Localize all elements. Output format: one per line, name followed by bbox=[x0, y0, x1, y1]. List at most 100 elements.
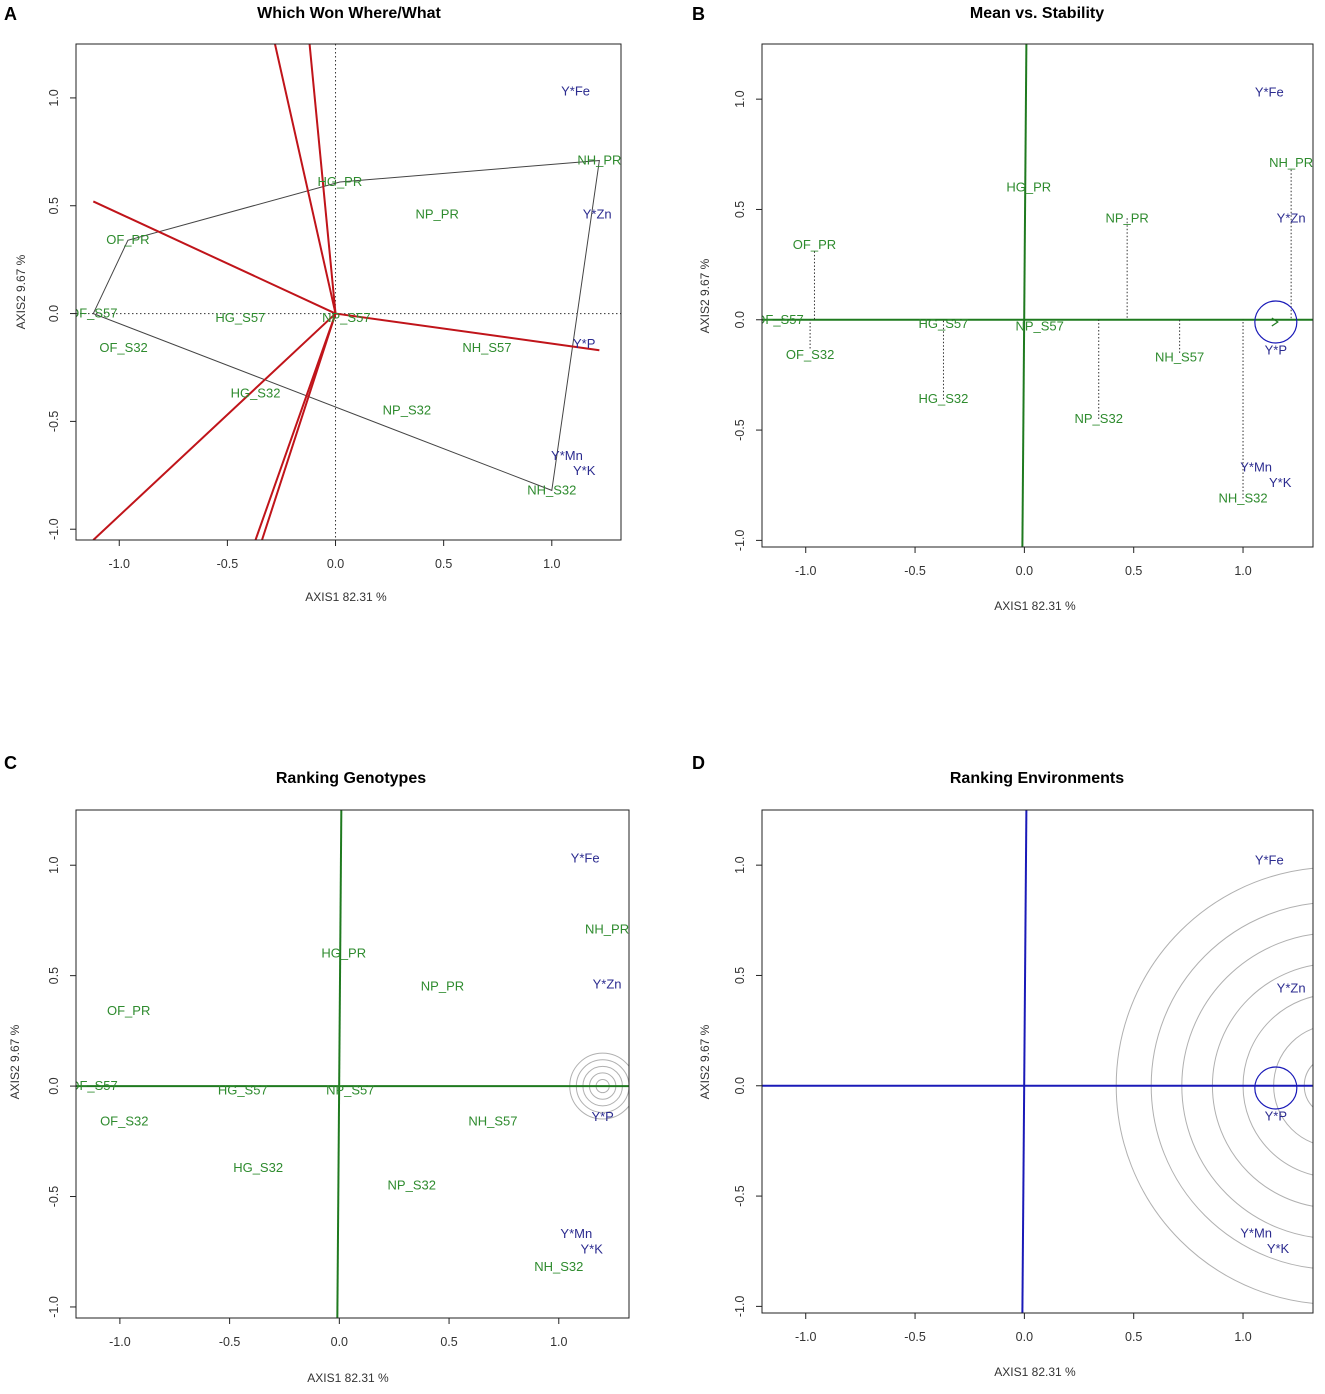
panel-b-ytick-label: -0.5 bbox=[733, 419, 747, 441]
panel-b-genotype-label: NH_S32 bbox=[1218, 490, 1267, 505]
panel-d-plot-area: Y*Fe Y*Zn Y*P Y*MnY*K bbox=[762, 810, 1313, 1313]
panel-c-environment-label: Y*Fe bbox=[571, 851, 600, 866]
panel-a-plot: NH_PR HG_PR NP_PR OF_PR OF_S57 HG_S57 NP_S57 OF… bbox=[47, 43, 622, 571]
panel-d-environment-label: Y*Fe bbox=[1255, 853, 1284, 868]
panel-b-title: Mean vs. Stability bbox=[970, 5, 1104, 22]
panel-b-xtick-label: -0.5 bbox=[904, 564, 926, 578]
panel-b-genotype-label: OF_S32 bbox=[786, 347, 834, 362]
panel-b-xtick-label: 0.5 bbox=[1125, 564, 1142, 578]
panel-a-genotype-label: NH_S32 bbox=[527, 482, 576, 497]
panel-a-plot-area: NH_PR HG_PR NP_PR OF_PR OF_S57 HG_S57 NP_S57 OF… bbox=[76, 44, 621, 540]
panel-a-environment-label: Y*P bbox=[573, 336, 595, 351]
panel-b-environment-label: Y*P bbox=[1265, 343, 1287, 358]
panel-a-sector-ray-5 bbox=[92, 312, 337, 540]
panel-b-genotype-label: NH_S57 bbox=[1155, 349, 1204, 364]
panel-b-environment-label: Y*Mn bbox=[1240, 460, 1272, 475]
panel-c-plot: NH_PR HG_PR NP_PR OF_PR OF_S57 HG_S57 NP_S57 OF… bbox=[47, 809, 630, 1349]
panel-b-genotype-label: NH_PR bbox=[1269, 155, 1313, 170]
panel-c-xtick-label: 0.5 bbox=[440, 1335, 457, 1349]
panel-d-letter: D bbox=[692, 753, 705, 773]
panel-a-xtick-label: 1.0 bbox=[543, 557, 560, 571]
panel-c-genotype-label: NH_S32 bbox=[534, 1259, 583, 1274]
panel-b-ytick-label: 0.5 bbox=[733, 201, 747, 218]
panel-c-aec-ordinate bbox=[336, 810, 343, 1318]
panel-b-genotype-label: HG_PR bbox=[1006, 179, 1051, 194]
panel-a-title: Which Won Where/What bbox=[257, 5, 441, 22]
panel-d-aec-circle bbox=[1254, 1066, 1298, 1110]
panel-b-xtick-label: 1.0 bbox=[1234, 564, 1251, 578]
panel-c-xtick-label: -0.5 bbox=[219, 1335, 241, 1349]
panel-b-genotype-label: NP_S57 bbox=[1015, 318, 1063, 333]
panel-c-ytick-label: -1.0 bbox=[47, 1296, 61, 1318]
panel-d-xtick-label: -0.5 bbox=[904, 1330, 926, 1344]
panel-a-ylabel: AXIS2 9.67 % bbox=[14, 254, 28, 329]
panel-b-genotype-label: NP_S32 bbox=[1075, 411, 1123, 426]
panel-c-environment-label: Y*Zn bbox=[593, 976, 622, 991]
panel-b-genotype-label: NP_PR bbox=[1105, 210, 1148, 225]
panel-b: B Mean vs. Stability AXIS1 82.31 % AXIS2… bbox=[692, 4, 1314, 613]
panel-c: C Ranking Genotypes AXIS1 82.31 % AXIS2 … bbox=[4, 753, 630, 1385]
panel-a-sector-ray-7 bbox=[261, 313, 337, 540]
panel-a-sector-ray-6 bbox=[254, 313, 337, 540]
panel-a-hull-polygon bbox=[92, 159, 600, 492]
panel-b-xlabel: AXIS1 82.31 % bbox=[994, 599, 1076, 613]
panel-c-environment-label: Y*P bbox=[591, 1109, 613, 1124]
panel-b-aec-ordinate bbox=[1021, 44, 1028, 547]
panel-c-ylabel: AXIS2 9.67 % bbox=[8, 1024, 22, 1099]
panel-c-genotype-label: OF_S32 bbox=[100, 1113, 148, 1128]
panel-c-ytick-label: 0.0 bbox=[47, 1077, 61, 1094]
panel-a-ytick-label: -1.0 bbox=[47, 518, 61, 540]
panel-a-xtick-label: 0.0 bbox=[327, 557, 344, 571]
panel-c-letter: C bbox=[4, 753, 17, 773]
panel-a-frame bbox=[75, 43, 622, 541]
panel-d-ytick-label: 1.0 bbox=[733, 856, 747, 873]
panel-b-aec-circle bbox=[1254, 300, 1298, 344]
panel-a-environment-label: Y*Fe bbox=[561, 83, 590, 98]
panel-c-xtick-label: 0.0 bbox=[331, 1335, 348, 1349]
panel-a-environment-label: Y*Zn bbox=[583, 206, 612, 221]
panel-a-genotype-label: NP_PR bbox=[415, 206, 458, 221]
panel-b-frame bbox=[761, 43, 1314, 548]
panel-b-letter: B bbox=[692, 4, 705, 24]
panel-d: D Ranking Environments AXIS1 82.31 % AXI… bbox=[692, 753, 1314, 1379]
panel-c-genotype-label: NP_PR bbox=[421, 979, 464, 994]
panel-b-aec-arrow bbox=[1271, 317, 1279, 327]
panel-d-environment-label: Y*P bbox=[1265, 1109, 1287, 1124]
panel-b-genotype-label: HG_S32 bbox=[919, 391, 969, 406]
panel-a-sector-ray-4 bbox=[335, 312, 600, 352]
panel-c-genotype-label: HG_S32 bbox=[233, 1160, 283, 1175]
panel-b-genotype-label: OF_PR bbox=[793, 237, 836, 252]
panel-b-plot-area: NH_PR HG_PR NP_PR OF_PR OF_S57 HG_S57 NP_S57 OF… bbox=[755, 44, 1313, 547]
panel-b-environment-label: Y*Zn bbox=[1277, 210, 1306, 225]
panel-d-environment-label: Y*Zn bbox=[1277, 981, 1306, 996]
panel-b-genotype-label: HG_S57 bbox=[919, 316, 969, 331]
panel-a-ytick-label: 0.5 bbox=[47, 197, 61, 214]
panel-d-plot: Y*Fe Y*Zn Y*P Y*MnY*K -1.0 -0.5 0.0 0.5 1.0 -1.0 -… bbox=[733, 809, 1314, 1344]
panel-a-genotype-label: HG_S57 bbox=[215, 310, 265, 325]
panel-c-ytick-label: 1.0 bbox=[47, 856, 61, 873]
panel-c-environment-label: Y*Mn bbox=[560, 1226, 592, 1241]
panel-c-xtick-label: 1.0 bbox=[550, 1335, 567, 1349]
panel-c-xlabel: AXIS1 82.31 % bbox=[307, 1371, 389, 1385]
panel-b-genotype-label: OF_S57 bbox=[755, 312, 803, 327]
panel-b-ytick-label: -1.0 bbox=[733, 530, 747, 552]
panel-a-xtick-label: 0.5 bbox=[435, 557, 452, 571]
panel-c-genotype-label: HG_S57 bbox=[218, 1083, 268, 1098]
panel-a-genotype-label: HG_S32 bbox=[231, 385, 281, 400]
panel-a-xtick-label: -1.0 bbox=[108, 557, 130, 571]
panel-b-xtick-label: -1.0 bbox=[795, 564, 817, 578]
panel-c-genotype-label: OF_S57 bbox=[69, 1078, 117, 1093]
panel-b-environment-label: Y*K bbox=[1269, 475, 1292, 490]
panel-c-genotype-label: HG_PR bbox=[321, 946, 366, 961]
panel-a-genotype-label: OF_PR bbox=[106, 232, 149, 247]
panel-c-genotype-label: OF_PR bbox=[107, 1003, 150, 1018]
panel-b-ytick-label: 1.0 bbox=[733, 90, 747, 107]
panel-d-ylabel: AXIS2 9.67 % bbox=[698, 1024, 712, 1099]
panel-a-sector-ray-3 bbox=[92, 200, 336, 315]
panel-a-ytick-label: 1.0 bbox=[47, 89, 61, 106]
panel-c-ytick-label: 0.5 bbox=[47, 967, 61, 984]
panel-b-xtick-label: 0.0 bbox=[1016, 564, 1033, 578]
panel-b-environment-label: Y*Fe bbox=[1255, 85, 1284, 100]
panel-d-xtick-label: -1.0 bbox=[795, 1330, 817, 1344]
panel-c-genotype-label: NP_S57 bbox=[326, 1083, 374, 1098]
